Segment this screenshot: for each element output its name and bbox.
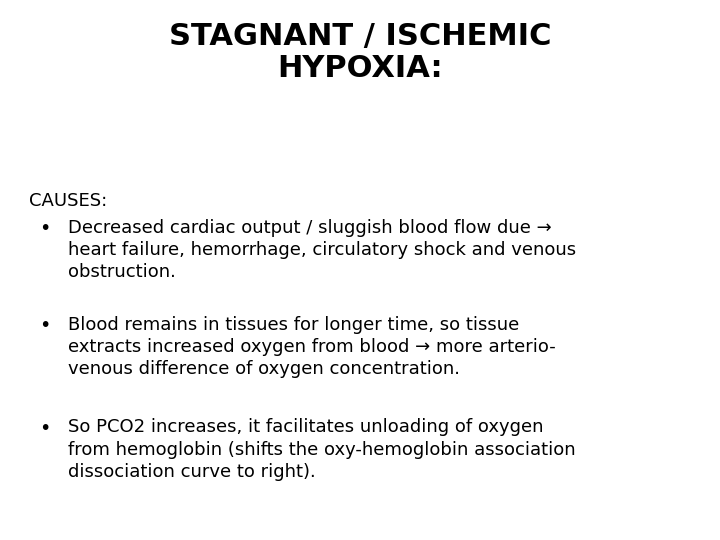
Text: •: • [40,418,51,437]
Text: CAUSES:: CAUSES: [29,192,107,210]
Text: Decreased cardiac output / sluggish blood flow due →
heart failure, hemorrhage, : Decreased cardiac output / sluggish bloo… [68,219,577,281]
Text: So PCO2 increases, it facilitates unloading of oxygen
from hemoglobin (shifts th: So PCO2 increases, it facilitates unload… [68,418,576,481]
Text: •: • [40,316,51,335]
Text: STAGNANT / ISCHEMIC
HYPOXIA:: STAGNANT / ISCHEMIC HYPOXIA: [168,22,552,83]
Text: •: • [40,219,51,238]
Text: Blood remains in tissues for longer time, so tissue
extracts increased oxygen fr: Blood remains in tissues for longer time… [68,316,556,379]
